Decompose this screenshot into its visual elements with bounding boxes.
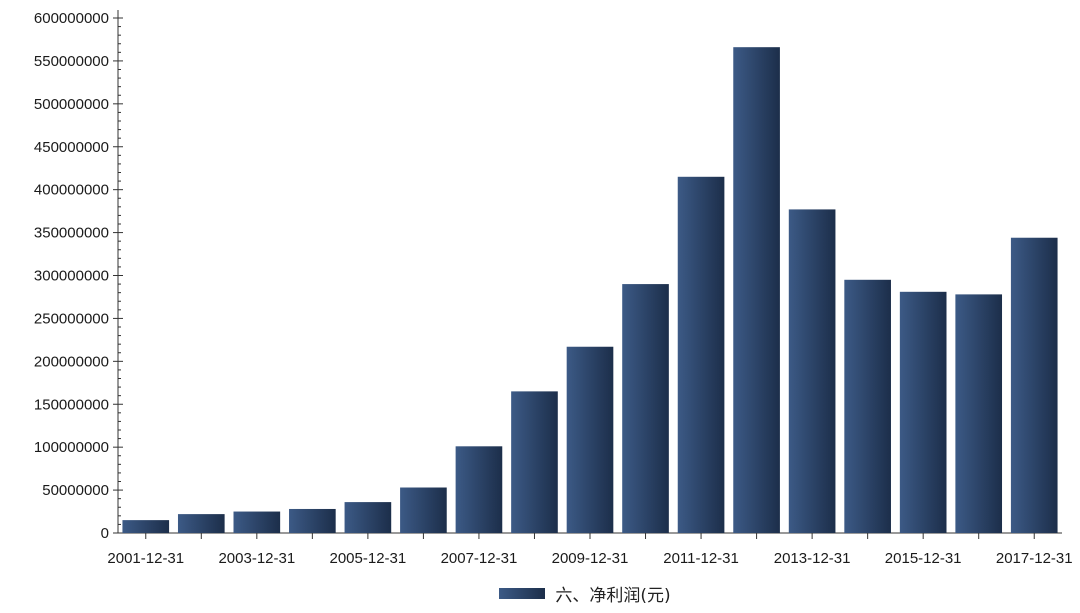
bar-2002-12-31 bbox=[177, 514, 225, 533]
bar-2012-12-31 bbox=[733, 47, 780, 533]
bar-2014-12-31 bbox=[844, 279, 891, 533]
y-tick-label: 400000000 bbox=[34, 182, 109, 199]
y-tick-label: 350000000 bbox=[34, 225, 109, 242]
y-tick-label: 250000000 bbox=[34, 310, 109, 327]
legend: 六、净利润(元) bbox=[0, 578, 1080, 608]
bar-2011-12-31 bbox=[677, 176, 725, 533]
bar-2009-12-31 bbox=[566, 346, 614, 533]
x-tick-label: 2009-12-31 bbox=[552, 550, 629, 567]
legend-swatch bbox=[499, 587, 546, 599]
y-tick-label: 550000000 bbox=[34, 53, 109, 70]
y-tick-label: 450000000 bbox=[34, 139, 109, 156]
legend-label: 六、净利润(元) bbox=[555, 585, 671, 606]
y-tick-label: 150000000 bbox=[34, 396, 109, 413]
y-tick-label: 100000000 bbox=[34, 439, 109, 456]
bars bbox=[122, 47, 1058, 534]
x-tick-label: 2015-12-31 bbox=[885, 550, 962, 567]
x-axis: 2001-12-31 2003-12-31 2005-12-31 2007-12-31… bbox=[107, 532, 1073, 567]
y-tick-label: 300000000 bbox=[34, 268, 109, 285]
x-tick-label: 2011-12-31 bbox=[663, 550, 739, 567]
x-tick-label: 2007-12-31 bbox=[441, 550, 518, 567]
x-tick-label: 2001-12-31 bbox=[107, 550, 184, 567]
bar-2017-12-31 bbox=[1010, 237, 1058, 533]
bar-2005-12-31 bbox=[344, 502, 392, 533]
y-tick-label: 50000000 bbox=[42, 482, 109, 499]
bar-2008-12-31 bbox=[511, 391, 558, 533]
x-tick-label: 2003-12-31 bbox=[218, 550, 295, 567]
bar-2010-12-31 bbox=[622, 284, 669, 533]
y-axis: 0 50000000 100000000 150000000 200000000 2500… bbox=[34, 10, 123, 542]
y-tick-label: 200000000 bbox=[34, 353, 109, 370]
bar-2004-12-31 bbox=[289, 508, 336, 533]
x-tick-label: 2013-12-31 bbox=[774, 550, 851, 567]
bar-2016-12-31 bbox=[955, 294, 1003, 533]
y-tick-label: 600000000 bbox=[34, 10, 109, 27]
bar-2007-12-31 bbox=[455, 446, 503, 533]
bar-2001-12-31 bbox=[122, 520, 170, 533]
bar-chart: 0 50000000 100000000 150000000 200000000 2500… bbox=[34, 10, 1073, 567]
x-tick-label: 2005-12-31 bbox=[330, 550, 407, 567]
x-tick-label: 2017-12-31 bbox=[996, 550, 1073, 567]
bar-2003-12-31 bbox=[233, 511, 281, 533]
y-tick-label: 0 bbox=[101, 525, 109, 542]
y-tick-label: 500000000 bbox=[34, 96, 109, 113]
bar-2013-12-31 bbox=[788, 209, 836, 534]
bar-2006-12-31 bbox=[400, 487, 447, 533]
bar-2015-12-31 bbox=[899, 291, 947, 533]
